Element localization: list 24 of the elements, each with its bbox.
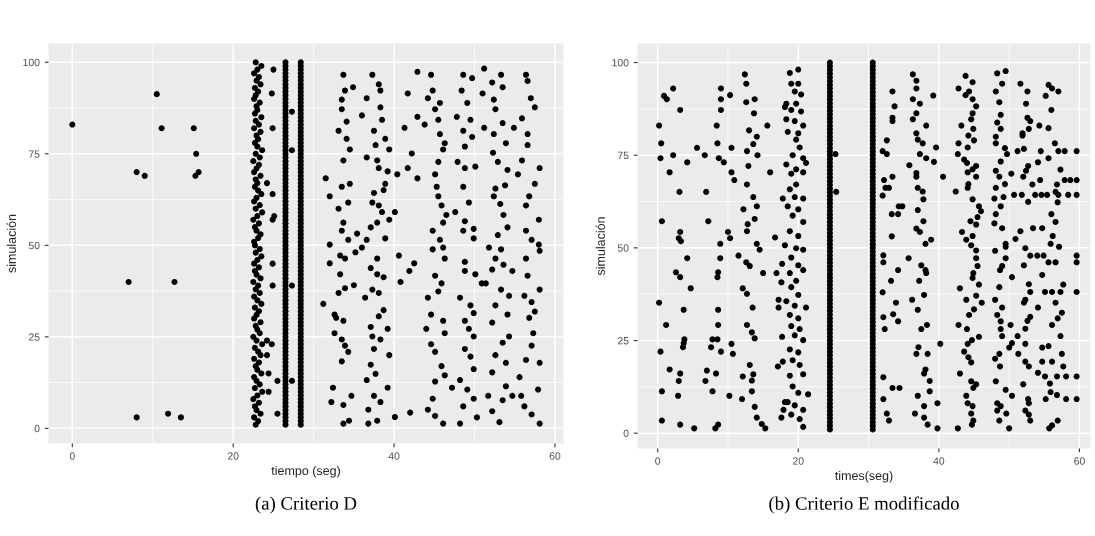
y-tick-label: 50 [28,241,40,250]
y-tick-label: 75 [617,151,629,160]
x-tick-label: 20 [227,452,239,460]
text: (a) Criterio D [255,496,357,514]
x-tick-label: 20 [793,457,804,465]
x-tick-label: 40 [388,452,400,460]
y-tick-label: 0 [623,429,629,438]
x-tick-label: 0 [655,457,661,465]
x-tick-label: 0 [69,452,75,460]
x-tick-label: 40 [933,457,945,465]
x-axis-title: tiempo (seg) [271,465,340,478]
y-tick-label: 25 [28,333,40,341]
y-axis-title: simulación [6,214,16,273]
x-axis-title: times(seg) [835,470,893,483]
y-tick-label: 50 [617,244,629,252]
text: (b) Criterio E modificado [769,496,959,514]
y-tick-label: 0 [34,424,40,433]
x-tick-label: 60 [1074,457,1085,465]
y-tick-label: 25 [617,337,629,345]
y-tick-label: 100 [612,59,629,67]
y-axis-title: simulación [595,217,605,276]
x-tick-label: 60 [549,452,561,460]
y-tick-label: 75 [28,150,40,158]
y-tick-label: 100 [23,58,40,67]
